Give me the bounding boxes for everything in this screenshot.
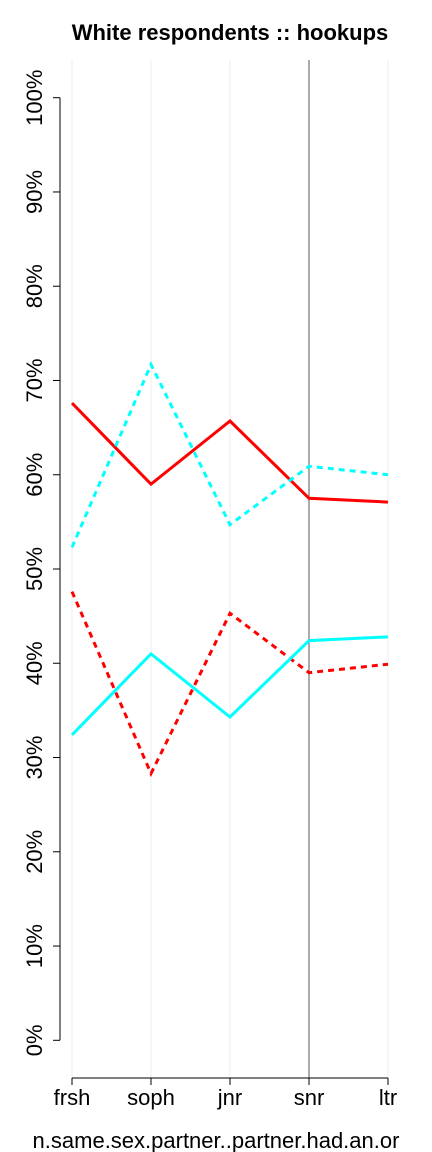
series-line bbox=[70, 635, 389, 736]
x-tick-label: jnr bbox=[217, 1085, 242, 1110]
series-line bbox=[70, 360, 389, 548]
y-tick-label: 60% bbox=[22, 453, 47, 497]
y-tick-label: 0% bbox=[22, 1024, 47, 1056]
y-tick-label: 70% bbox=[22, 358, 47, 402]
x-tick-label: snr bbox=[294, 1085, 325, 1110]
x-tick-label: soph bbox=[127, 1085, 175, 1110]
y-tick-label: 30% bbox=[22, 735, 47, 779]
chart-title: White respondents :: hookups bbox=[72, 20, 389, 45]
y-tick-label: 80% bbox=[22, 264, 47, 308]
x-tick-label: ltr bbox=[379, 1085, 397, 1110]
y-tick-label: 10% bbox=[22, 924, 47, 968]
y-tick-label: 20% bbox=[22, 830, 47, 874]
y-tick-label: 90% bbox=[22, 170, 47, 214]
x-axis-label: n.same.sex.partner..partner.had.an.or bbox=[33, 1128, 400, 1152]
y-tick-label: 50% bbox=[22, 547, 47, 591]
y-tick-label: 40% bbox=[22, 641, 47, 685]
x-tick-label: frsh bbox=[54, 1085, 91, 1110]
series-line bbox=[70, 591, 389, 778]
series-line bbox=[70, 402, 389, 504]
y-tick-label: 100% bbox=[22, 70, 47, 126]
